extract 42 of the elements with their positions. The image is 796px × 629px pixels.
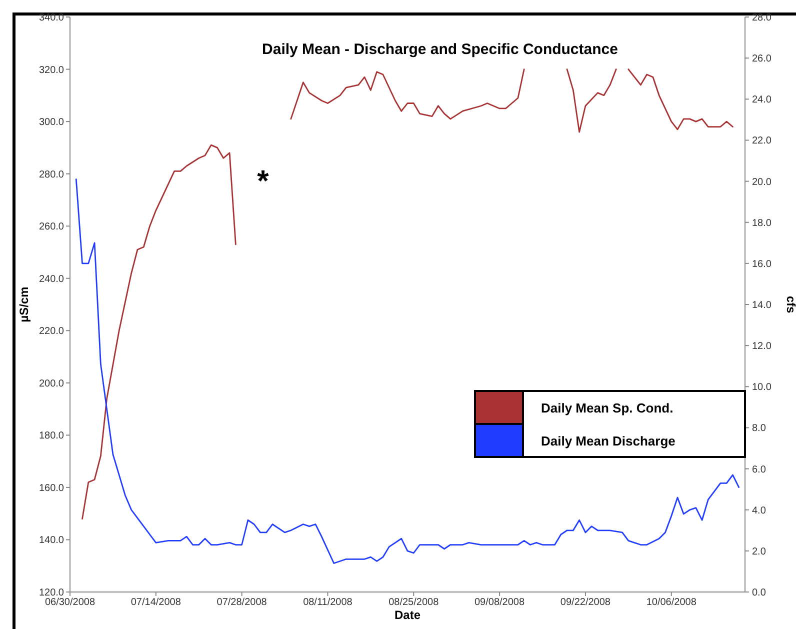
text: Daily Mean - Discharge and Specific Conductance (262, 41, 618, 58)
x-axis-title: Date (394, 608, 421, 622)
x-tick-label: 08/11/2008 (303, 597, 353, 608)
y2-tick-label: 28.0 (752, 12, 772, 24)
y-axis-title: µS/cm (17, 286, 31, 322)
y2-tick-label: 10.0 (752, 382, 772, 394)
y2-tick-label: 22.0 (752, 136, 772, 147)
y-tick-label: 240.0 (38, 274, 64, 285)
x-tick-label: 06/30/2008 (44, 597, 96, 608)
y-tick-label: 340.0 (38, 12, 64, 24)
y2-tick-label: 24.0 (752, 94, 772, 106)
y-tick-label: 260.0 (38, 222, 64, 233)
x-tick-label: 08/25/2008 (388, 597, 440, 608)
y-tick-label: 280.0 (38, 169, 64, 180)
y-tick-label: 140.0 (38, 535, 64, 546)
y2-tick-label: 2.0 (752, 546, 766, 558)
x-tick-label: 09/22/2008 (560, 597, 611, 608)
x-tick-label: 10/06/2008 (646, 597, 697, 608)
y2-tick-label: 0.0 (752, 588, 766, 598)
y2-tick-label: 12.0 (752, 341, 772, 352)
y-tick-label: 160.0 (38, 482, 64, 494)
x-tick-label: 09/08/2008 (474, 597, 525, 608)
y-tick-label: 320.0 (38, 64, 64, 76)
y2-tick-label: 16.0 (752, 258, 772, 270)
x-tick-label: 07/14/2008 (130, 597, 182, 608)
legend-label: Daily Mean Discharge (541, 434, 676, 449)
y-tick-label: 180.0 (38, 430, 64, 442)
legend-label: Daily Mean Sp. Cond. (541, 400, 674, 416)
y2-tick-label: 8.0 (752, 423, 766, 434)
y2-axis-title: cfs (784, 296, 796, 314)
y2-tick-label: 14.0 (752, 300, 772, 311)
y2-tick-label: 18.0 (752, 218, 772, 229)
y-tick-label: 220.0 (38, 326, 64, 338)
y2-tick-label: 26.0 (752, 54, 772, 65)
y2-tick-label: 20.0 (752, 176, 772, 188)
y2-tick-label: 4.0 (752, 505, 766, 516)
y-tick-label: 200.0 (38, 378, 64, 390)
annotation: * (257, 165, 270, 198)
y-tick-label: 300.0 (38, 117, 64, 128)
y-tick-label: 120.0 (38, 588, 64, 598)
y2-tick-label: 6.0 (752, 464, 766, 476)
x-tick-label: 07/28/2008 (216, 597, 268, 608)
